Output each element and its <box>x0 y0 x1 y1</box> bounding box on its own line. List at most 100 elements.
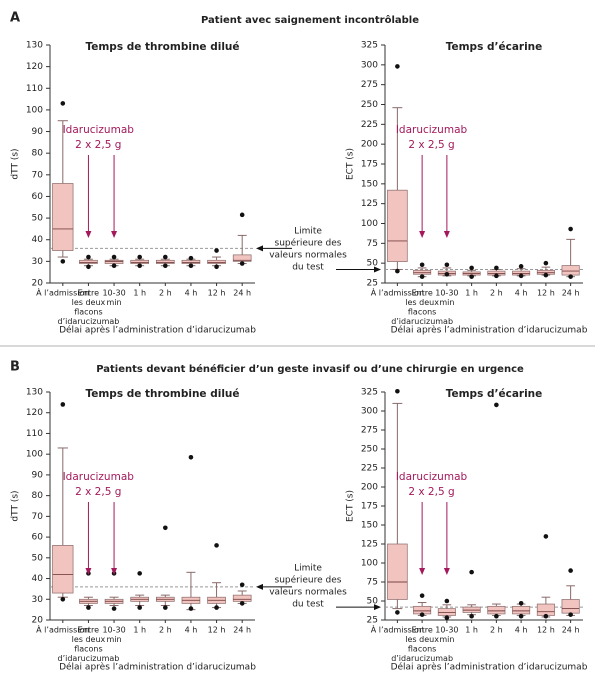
y-tick-label: 20 <box>32 279 44 289</box>
panel-label: A <box>10 11 20 26</box>
arrow-head <box>374 604 381 611</box>
reference-note: supérieure des <box>275 575 342 586</box>
x-axis-label: Délai après l’administration d’idarucizu… <box>59 325 256 336</box>
x-tick-label: 12 h <box>537 289 555 298</box>
y-axis-label: ECT (s) <box>346 148 356 180</box>
x-tick-label: À l’admission <box>36 624 89 635</box>
outlier <box>239 582 245 588</box>
y-tick-label: 20 <box>32 616 44 626</box>
y-tick-label: 25 <box>367 279 378 289</box>
outlier <box>214 264 219 270</box>
x-tick-label: min <box>107 298 122 307</box>
arrow-head <box>443 231 450 238</box>
y-tick-label: 130 <box>26 388 43 398</box>
outlier <box>469 569 474 575</box>
outlier <box>163 525 168 531</box>
outlier <box>419 612 425 617</box>
y-tick-label: 110 <box>26 429 43 439</box>
y-tick-label: 25 <box>367 616 378 626</box>
outlier <box>419 593 425 598</box>
outlier <box>568 612 573 617</box>
y-tick-label: 80 <box>32 149 44 159</box>
outlier <box>214 248 219 253</box>
arrow-head <box>85 568 92 575</box>
annotation: Idarucizumab <box>63 124 135 136</box>
outlier <box>543 613 549 619</box>
y-tick-label: 110 <box>26 84 43 94</box>
y-axis-label: ECT (s) <box>346 490 356 522</box>
x-tick-label: À l’admission <box>371 624 424 635</box>
y-tick-label: 50 <box>32 214 44 224</box>
y-tick-label: 75 <box>367 578 378 588</box>
box <box>207 259 226 264</box>
arrow-head <box>419 231 426 238</box>
y-tick-label: 175 <box>361 502 378 512</box>
y-tick-label: 50 <box>32 553 44 563</box>
y-tick-label: 325 <box>361 41 378 51</box>
outlier <box>188 606 194 611</box>
outlier <box>518 264 524 269</box>
outlier <box>60 596 66 602</box>
box <box>536 603 555 616</box>
x-axis-label: Délai après l’administration d’idarucizu… <box>391 662 588 673</box>
arrow-head <box>256 245 263 252</box>
outlier <box>111 263 117 268</box>
x-tick-label: 4 h <box>185 626 198 635</box>
panel-title: Patients devant bénéficier d’un geste in… <box>96 363 524 375</box>
outlier <box>214 605 219 610</box>
box <box>387 543 408 600</box>
y-tick-label: 70 <box>32 170 44 180</box>
outlier <box>419 262 425 268</box>
y-tick-label: 60 <box>32 533 44 543</box>
x-tick-label: 2 h <box>159 289 172 298</box>
outlier <box>86 264 91 270</box>
x-tick-label: d’idarucizumab <box>58 317 120 326</box>
x-tick-label: À l’admission <box>36 287 89 298</box>
outlier <box>395 388 400 394</box>
x-axis-label: Délai après l’administration d’idarucizu… <box>59 662 256 673</box>
annotation: 2 x 2,5 g <box>75 139 121 151</box>
y-tick-label: 150 <box>361 521 378 531</box>
x-tick-label: À l’admission <box>371 287 424 298</box>
annotation: 2 x 2,5 g <box>75 486 121 498</box>
y-tick-label: 80 <box>32 491 44 501</box>
annotation: Idarucizumab <box>396 124 468 136</box>
x-tick-label: flacons <box>74 308 102 317</box>
x-tick-label: 4 h <box>515 626 528 635</box>
x-tick-label: d’idarucizumab <box>391 317 453 326</box>
y-tick-label: 70 <box>32 512 44 522</box>
outlier <box>60 402 66 407</box>
outlier <box>163 605 168 610</box>
chart-title: Temps de thrombine dilué <box>85 388 239 400</box>
outlier <box>395 268 400 274</box>
outlier <box>86 254 91 260</box>
outlier <box>60 259 66 264</box>
x-tick-label: flacons <box>408 308 436 317</box>
y-tick-label: 275 <box>361 426 378 436</box>
outlier <box>568 274 573 279</box>
outlier <box>395 610 400 615</box>
box <box>104 259 124 264</box>
annotation: Idarucizumab <box>396 471 468 483</box>
arrow-head <box>111 231 118 238</box>
x-tick-label: Entre <box>411 626 432 635</box>
y-tick-label: 130 <box>26 41 43 51</box>
x-tick-label: d’idarucizumab <box>58 654 120 663</box>
x-tick-label: 2 h <box>490 626 503 635</box>
y-tick-label: 200 <box>361 483 378 493</box>
x-tick-label: 2 h <box>159 626 172 635</box>
panel-title: Patient avec saignement incontrôlable <box>201 14 419 26</box>
y-tick-label: 200 <box>361 140 378 150</box>
y-tick-label: 250 <box>361 100 378 110</box>
outlier <box>111 606 117 611</box>
y-tick-label: 125 <box>361 540 378 550</box>
y-axis-label: dTT (s) <box>11 148 21 179</box>
reference-note: du test <box>292 263 324 273</box>
annotation: 2 x 2,5 g <box>408 139 454 151</box>
x-tick-label: 24 h <box>233 626 251 635</box>
box <box>155 259 175 264</box>
arrow-head <box>374 266 381 273</box>
outlier <box>518 613 524 619</box>
y-tick-label: 250 <box>361 445 378 455</box>
